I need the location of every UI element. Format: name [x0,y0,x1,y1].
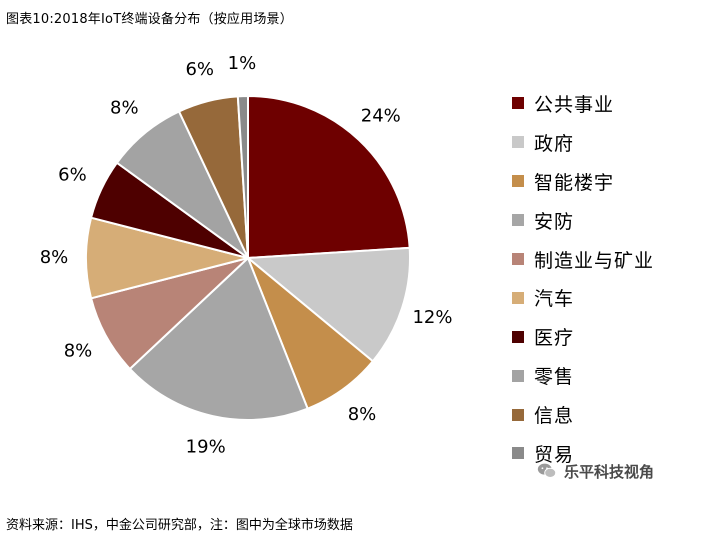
pie-slice-3 [128,256,309,421]
legend-label: 安防 [534,210,575,233]
slice-data-label-0: 24% [361,106,401,127]
legend-item-0: 公共事业 [512,84,654,123]
legend-swatch [512,175,524,188]
watermark-text: 乐平科技视角 [564,462,655,481]
slice-data-label-2: 8% [348,404,377,425]
legend-item-5: 汽车 [512,278,654,317]
legend-item-3: 安防 [512,201,654,240]
pie-slice-1 [245,246,411,363]
slice-data-label-9: 1% [228,53,257,74]
legend-label: 信息 [534,405,575,428]
legend-label: 医疗 [534,327,575,350]
wechat-icon [537,463,557,478]
legend-item-7: 零售 [512,356,654,395]
slice-data-label-8: 6% [185,59,214,80]
legend-label: 汽车 [534,288,575,311]
legend-swatch [512,97,524,110]
slice-data-label-5: 8% [40,247,69,268]
slice-data-label-7: 8% [110,98,139,119]
pie-slice-9 [236,94,249,259]
legend-swatch [512,408,524,421]
slice-data-label-6: 6% [58,164,87,185]
legend-label: 制造业与矿业 [534,249,655,272]
legend-label: 智能楼宇 [534,171,615,194]
legend-label: 公共事业 [534,93,615,116]
legend-swatch [512,447,524,460]
legend-item-6: 医疗 [512,317,654,356]
slice-data-label-4: 8% [64,340,93,361]
pie-slice-0 [247,94,411,260]
legend-label: 零售 [534,366,575,389]
slice-data-label-3: 19% [186,436,226,457]
source-note: 资料来源：IHS，中金公司研究部，注：图中为全球市场数据 [6,518,353,533]
legend-swatch [512,369,524,382]
legend-item-4: 制造业与矿业 [512,240,654,279]
legend: 公共事业政府智能楼宇安防制造业与矿业 汽车医疗零售信息贸易 [512,84,654,473]
legend-swatch [512,214,524,227]
watermark: 乐平科技视角 [536,460,654,482]
legend-swatch [512,253,524,265]
legend-label: 贸易 [534,443,575,466]
chart-title: 图表10:2018年IoT终端设备分布（按应用场景） [6,12,293,27]
legend-label: 政府 [534,132,575,155]
legend-swatch [512,291,524,304]
legend-item-9: 贸易 [512,434,654,473]
legend-item-8: 信息 [512,395,654,434]
legend-swatch [512,136,524,149]
slice-data-label-1: 12% [412,307,452,328]
legend-item-2: 智能楼宇 [512,162,654,201]
legend-item-1: 政府 [512,123,654,162]
legend-swatch [512,330,524,343]
